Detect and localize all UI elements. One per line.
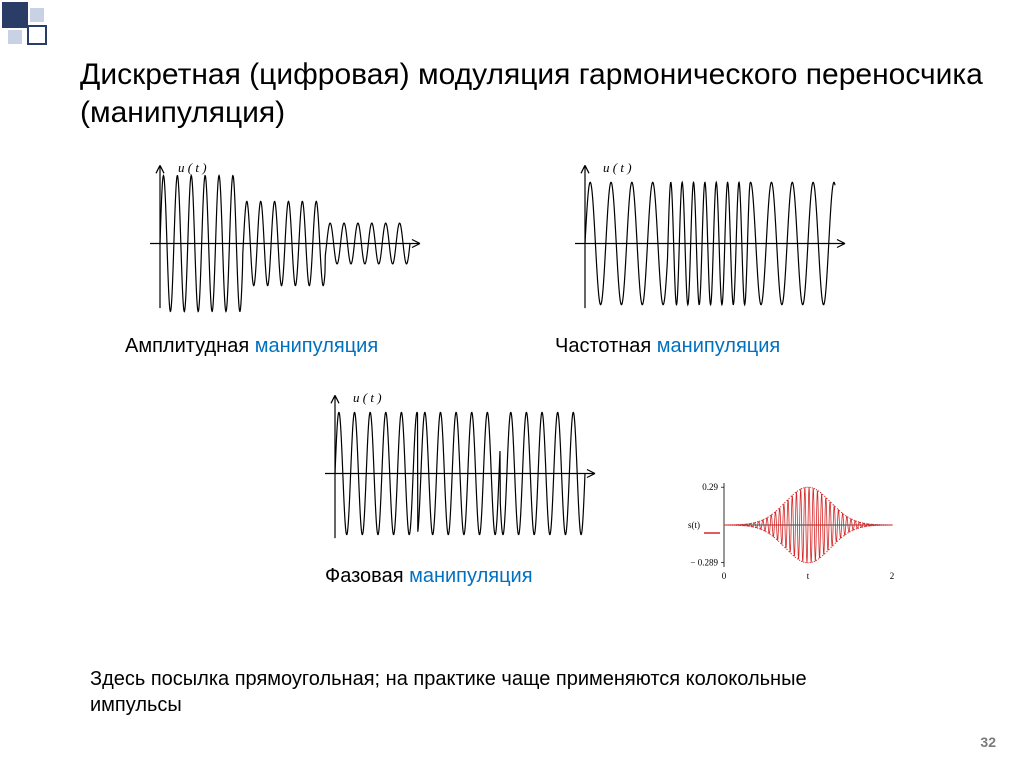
svg-text:− 0.289: − 0.289 xyxy=(690,558,718,568)
svg-text:u ( t ): u ( t ) xyxy=(353,390,382,405)
phase-chart: u ( t ) xyxy=(305,380,605,550)
svg-text:s(t): s(t) xyxy=(688,520,700,530)
svg-text:0: 0 xyxy=(722,571,727,581)
svg-text:0.29: 0.29 xyxy=(702,482,718,492)
phase-label: Фазовая манипуляция xyxy=(325,565,533,588)
svg-text:u ( t ): u ( t ) xyxy=(178,160,207,175)
page-number: 32 xyxy=(980,734,996,750)
amplitude-label: Амплитудная манипуляция xyxy=(125,335,378,358)
svg-text:u ( t ): u ( t ) xyxy=(603,160,632,175)
bell-pulse-chart: 0.29 − 0.289 s(t) 0 t 2 xyxy=(680,475,900,585)
corner-decoration xyxy=(0,0,80,60)
footer-note: Здесь посылка прямоугольная; на практике… xyxy=(90,666,874,718)
frequency-chart: u ( t ) xyxy=(555,150,855,320)
amplitude-chart: u ( t ) xyxy=(130,150,430,320)
svg-text:2: 2 xyxy=(890,571,895,581)
frequency-label: Частотная манипуляция xyxy=(555,335,780,358)
svg-text:t: t xyxy=(807,571,810,581)
slide-title: Дискретная (цифровая) модуляция гармонич… xyxy=(80,56,984,131)
